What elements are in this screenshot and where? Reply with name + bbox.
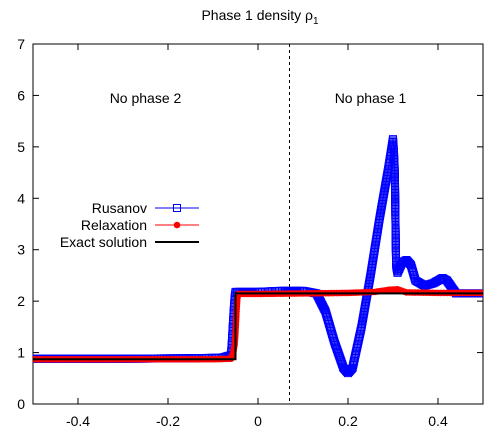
legend-marker: [174, 222, 181, 229]
y-tick-label: 6: [17, 87, 25, 103]
legend-label: Relaxation: [81, 217, 147, 233]
x-tick-label: 0: [254, 413, 262, 429]
x-tick-label: -0.4: [66, 413, 90, 429]
chart-title-subscript: 1: [313, 16, 319, 27]
legend-label: Exact solution: [60, 234, 147, 250]
x-tick-label: -0.2: [156, 413, 180, 429]
region-annotation: No phase 2: [110, 90, 182, 106]
y-tick-label: 7: [17, 36, 25, 52]
x-tick-label: 0.4: [428, 413, 448, 429]
y-tick-label: 0: [17, 396, 25, 412]
x-tick-label: 0.2: [338, 413, 358, 429]
chart-title-main: Phase 1 density ρ: [201, 7, 313, 23]
y-tick-label: 1: [17, 345, 25, 361]
y-tick-label: 4: [17, 190, 25, 206]
legend-label: Rusanov: [92, 200, 147, 216]
region-annotation: No phase 1: [335, 90, 407, 106]
y-tick-label: 5: [17, 139, 25, 155]
y-tick-label: 2: [17, 293, 25, 309]
y-tick-label: 3: [17, 242, 25, 258]
